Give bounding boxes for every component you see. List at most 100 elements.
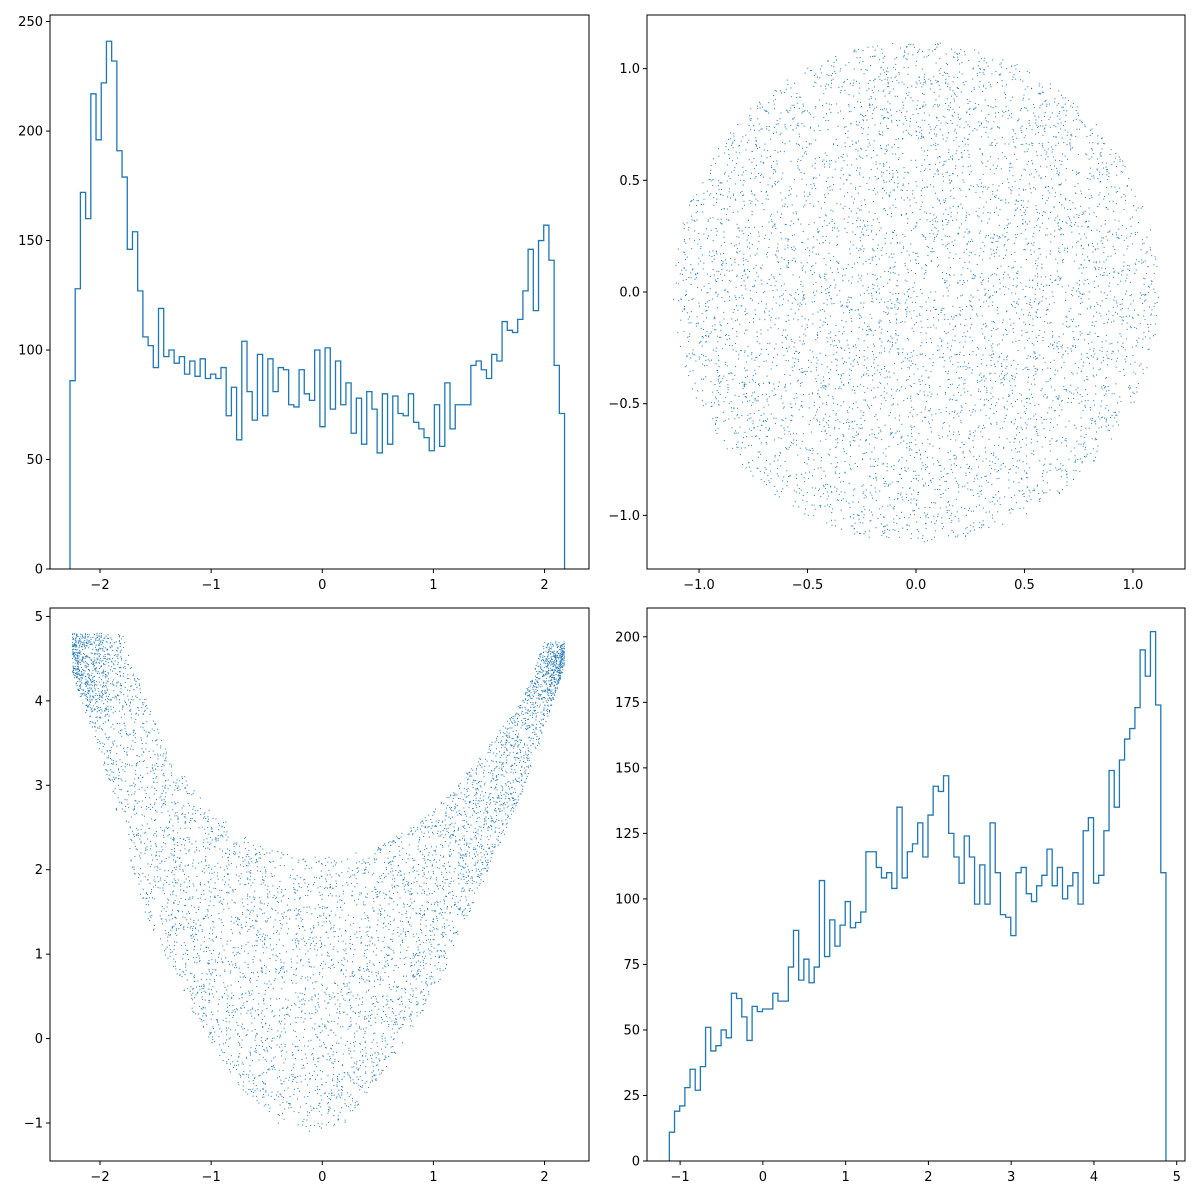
scatter-point: [809, 255, 810, 257]
scatter-point: [1015, 237, 1017, 239]
scatter-point: [890, 253, 892, 255]
scatter-point: [778, 317, 780, 319]
scatter-point: [923, 112, 925, 114]
scatter-point: [1011, 253, 1012, 255]
scatter-point: [711, 405, 713, 407]
scatter-point: [822, 403, 824, 405]
scatter-point: [1001, 80, 1003, 82]
scatter-point: [1050, 178, 1052, 180]
scatter-point: [915, 452, 917, 454]
scatter-point: [907, 73, 909, 75]
scatter-point: [909, 311, 911, 313]
scatter-point: [699, 341, 701, 343]
scatter-point: [910, 432, 912, 434]
scatter-point: [943, 330, 945, 332]
scatter-point: [1026, 70, 1028, 72]
scatter-point: [1108, 429, 1110, 431]
scatter-point: [919, 131, 921, 133]
scatter-point: [872, 249, 874, 251]
scatter-point: [988, 297, 990, 299]
scatter-point: [976, 129, 978, 131]
scatter-point: [981, 161, 983, 163]
scatter-point: [1093, 350, 1095, 352]
scatter-point: [952, 173, 954, 175]
scatter-point: [964, 54, 966, 56]
scatter-point: [792, 505, 794, 507]
scatter-point: [1049, 253, 1051, 255]
scatter-point: [748, 139, 750, 141]
scatter-point: [680, 298, 682, 300]
scatter-point: [717, 278, 719, 280]
scatter-point: [813, 515, 815, 517]
scatter-point: [1101, 237, 1103, 239]
scatter-point: [791, 406, 793, 408]
scatter-point: [891, 466, 893, 468]
scatter-point: [1015, 200, 1017, 202]
scatter-point: [886, 536, 888, 538]
scatter-point: [745, 259, 747, 261]
scatter-point: [684, 366, 686, 368]
scatter-point: [685, 294, 687, 296]
scatter-point: [957, 113, 959, 115]
scatter-point: [960, 394, 962, 396]
scatter-point: [1066, 477, 1068, 479]
scatter-point: [837, 125, 839, 127]
scatter-point: [1075, 389, 1077, 391]
scatter-point: [783, 259, 785, 261]
scatter-point: [1094, 249, 1096, 251]
scatter-point: [773, 394, 775, 396]
scatter-point: [752, 459, 754, 461]
scatter-point: [893, 231, 895, 233]
scatter-point: [829, 242, 831, 244]
scatter-point: [945, 506, 947, 508]
scatter-point: [820, 495, 822, 497]
scatter-point: [802, 415, 804, 417]
scatter-point: [754, 194, 756, 196]
scatter-point: [1040, 178, 1042, 180]
scatter-point: [1066, 445, 1068, 447]
scatter-point: [901, 197, 903, 199]
scatter-point: [781, 419, 783, 421]
scatter-point: [928, 246, 930, 248]
scatter-point: [1005, 68, 1007, 70]
scatter-point: [1098, 174, 1100, 176]
scatter-point: [833, 144, 835, 146]
scatter-point: [1125, 195, 1127, 197]
scatter-point: [831, 519, 833, 521]
scatter-point: [716, 234, 718, 236]
scatter-point: [865, 439, 867, 441]
scatter-point: [710, 229, 712, 231]
scatter-point: [1025, 472, 1027, 474]
scatter-point: [795, 211, 797, 213]
scatter-point: [981, 358, 983, 360]
scatter-point: [945, 122, 947, 124]
scatter-point: [1092, 356, 1094, 358]
scatter-point: [954, 354, 956, 356]
y-tick-label: 150: [18, 234, 43, 249]
scatter-point: [974, 107, 976, 109]
scatter-point: [814, 294, 816, 296]
scatter-point: [916, 499, 917, 501]
scatter-point: [806, 463, 808, 465]
scatter-point: [995, 411, 997, 413]
scatter-point: [839, 386, 841, 388]
scatter-point: [1048, 284, 1050, 286]
scatter-point: [1007, 226, 1009, 228]
scatter-point: [884, 366, 886, 368]
scatter-point: [758, 130, 760, 132]
scatter-point: [1024, 169, 1026, 171]
scatter-point: [1086, 135, 1088, 137]
scatter-point: [1029, 174, 1031, 176]
scatter-point: [922, 104, 924, 106]
scatter-point: [951, 383, 953, 385]
scatter-point: [715, 291, 717, 293]
scatter-point: [1041, 422, 1043, 424]
scatter-point: [929, 212, 931, 214]
scatter-point: [923, 81, 925, 83]
scatter-point: [1088, 207, 1090, 209]
scatter-point: [1095, 269, 1097, 271]
scatter-point: [788, 446, 790, 448]
scatter-point: [871, 229, 873, 231]
scatter-point: [1075, 222, 1077, 224]
scatter-point: [1090, 195, 1092, 197]
